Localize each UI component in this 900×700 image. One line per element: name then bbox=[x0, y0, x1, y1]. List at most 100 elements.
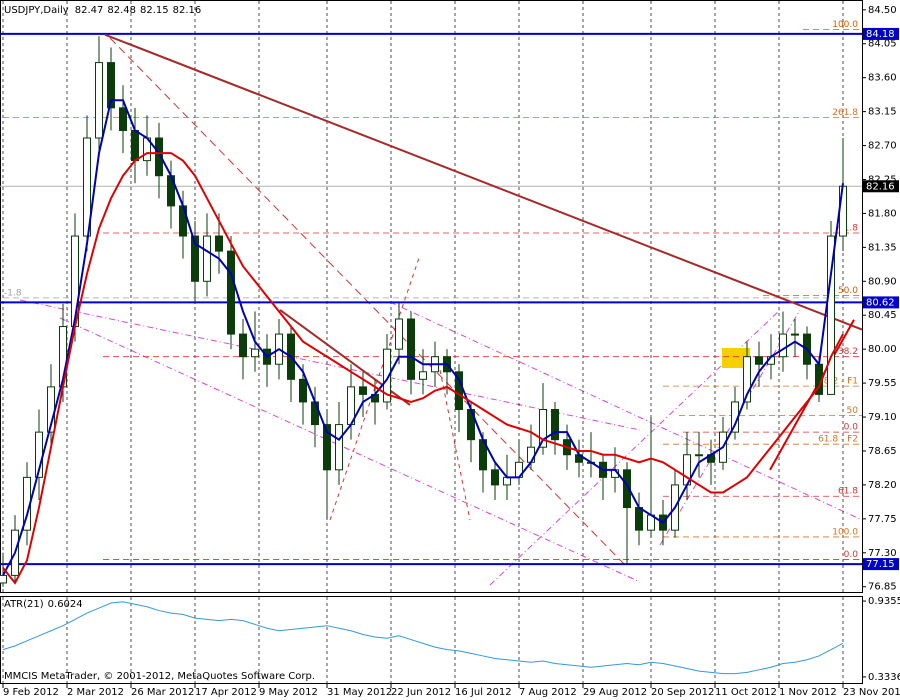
x-tick-label: 23 Nov 2012 bbox=[843, 687, 900, 698]
fib-label: 100.0 bbox=[832, 20, 858, 30]
candle-body bbox=[383, 348, 391, 403]
y-tick-label: 81.35 bbox=[868, 242, 897, 253]
indicator-panel-frame bbox=[0, 596, 863, 684]
x-tick-label: 11 Oct 2012 bbox=[715, 687, 777, 698]
candle-body bbox=[407, 318, 415, 380]
fib-label: 38.2 bbox=[838, 347, 858, 357]
trendline bbox=[104, 33, 863, 331]
y-tick-label: 79.55 bbox=[868, 378, 897, 389]
candle-body bbox=[395, 318, 403, 350]
y-tick-label: 78.20 bbox=[868, 480, 897, 491]
x-tick-label: 9 May 2012 bbox=[259, 687, 318, 698]
channel-line bbox=[489, 309, 781, 586]
moving-average bbox=[2, 99, 844, 576]
candle-body bbox=[419, 371, 427, 380]
open: 82.47 bbox=[75, 5, 104, 16]
candle-body bbox=[155, 137, 163, 177]
y-tick-label: 82.25 bbox=[868, 174, 897, 185]
channel-line bbox=[59, 317, 641, 583]
price-box bbox=[863, 296, 899, 309]
x-tick-label: 9 Feb 2012 bbox=[3, 687, 59, 698]
y-tick-label: 82.70 bbox=[868, 141, 897, 152]
x-tick-label: 1 Nov 2012 bbox=[779, 687, 837, 698]
x-tick-label: 26 Mar 2012 bbox=[131, 687, 194, 698]
candle-body bbox=[131, 129, 139, 162]
y-tick-label: 0.9355 bbox=[868, 596, 900, 607]
fib-label: 61.8 - F2 bbox=[818, 435, 858, 445]
y-tick-label: 78.65 bbox=[868, 446, 897, 457]
candle-body bbox=[311, 401, 319, 426]
fib-label: 50.0 bbox=[838, 286, 858, 296]
candle-body bbox=[107, 62, 115, 109]
candle-body bbox=[335, 424, 343, 471]
fib-ray bbox=[439, 369, 471, 521]
y-tick-label: 80.00 bbox=[868, 344, 897, 355]
x-tick-label: 7 Aug 2012 bbox=[519, 687, 577, 698]
price-box bbox=[863, 27, 899, 40]
fib-label: 38.2 - F1 bbox=[818, 377, 858, 387]
channel-line bbox=[389, 301, 863, 521]
price-box-label: 80.62 bbox=[866, 297, 895, 308]
y-tick-label: 80.45 bbox=[868, 310, 897, 321]
y-tick-label: 83.15 bbox=[868, 107, 897, 118]
chart-header: USDJPY,Daily 82.47 82.48 82.15 82.16 bbox=[4, 5, 201, 16]
candle-body bbox=[359, 386, 367, 395]
candle-body bbox=[635, 507, 643, 531]
candle-body bbox=[119, 107, 127, 131]
y-tick-label: 84.50 bbox=[868, 5, 897, 16]
x-tick-label: 31 May 2012 bbox=[327, 687, 392, 698]
close: 82.16 bbox=[173, 5, 202, 16]
fib-label: 0.0 bbox=[844, 423, 859, 433]
candle-body bbox=[251, 348, 259, 358]
candle-body bbox=[623, 469, 631, 509]
candle-body bbox=[191, 235, 199, 282]
fib-label: -1.8 bbox=[4, 288, 22, 298]
candle-body bbox=[0, 574, 7, 584]
y-tick-label: 0.3336 bbox=[868, 672, 900, 683]
candle-body bbox=[827, 235, 835, 395]
x-tick-label: 22 Jun 2012 bbox=[391, 687, 451, 698]
fib-label: 61.8 bbox=[838, 487, 858, 497]
price-panel-frame bbox=[0, 0, 863, 593]
price-box-label: 77.15 bbox=[866, 559, 895, 570]
candle-body bbox=[839, 185, 847, 237]
y-tick-label: 80.90 bbox=[868, 276, 897, 287]
symbol: USDJPY,Daily bbox=[4, 5, 69, 16]
high: 82.48 bbox=[107, 5, 136, 16]
price-box-label: 82.16 bbox=[866, 181, 895, 192]
candle-body bbox=[227, 250, 235, 335]
indicator-line bbox=[2, 601, 844, 675]
candle-body bbox=[755, 356, 763, 365]
fib-label: 50 bbox=[847, 406, 859, 416]
candle-body bbox=[299, 378, 307, 403]
x-tick-label: 29 Aug 2012 bbox=[583, 687, 647, 698]
y-tick-label: 81.80 bbox=[868, 208, 897, 219]
x-tick-label: 20 Sep 2012 bbox=[651, 687, 714, 698]
candle-body bbox=[743, 356, 751, 403]
channel-line bbox=[19, 299, 641, 431]
candle-body bbox=[491, 469, 499, 486]
y-tick-label: 79.10 bbox=[868, 412, 897, 423]
indicator-value: 0.6024 bbox=[48, 599, 83, 610]
y-tick-label: 84.05 bbox=[868, 39, 897, 50]
fib-label: 61.8 bbox=[838, 224, 858, 234]
x-tick-label: 17 Apr 2012 bbox=[195, 687, 257, 698]
y-tick-label: 83.60 bbox=[868, 73, 897, 84]
candle-body bbox=[239, 333, 247, 358]
fib-label: 100.0 bbox=[832, 527, 858, 537]
indicator-header: ATR(21) 0.6024 bbox=[4, 599, 83, 610]
fib-label: 261.8 bbox=[832, 108, 858, 118]
candle-body bbox=[791, 333, 799, 336]
candle-body bbox=[539, 408, 547, 448]
y-tick-label: 77.75 bbox=[868, 514, 897, 525]
fib-label: 0.0 bbox=[844, 550, 859, 560]
price-box bbox=[863, 558, 899, 571]
y-tick-label: 77.30 bbox=[868, 548, 897, 559]
y-tick-label: 76.85 bbox=[868, 582, 897, 593]
x-tick-label: 2 Mar 2012 bbox=[67, 687, 124, 698]
price-box bbox=[863, 180, 899, 193]
candle-body bbox=[203, 235, 211, 282]
